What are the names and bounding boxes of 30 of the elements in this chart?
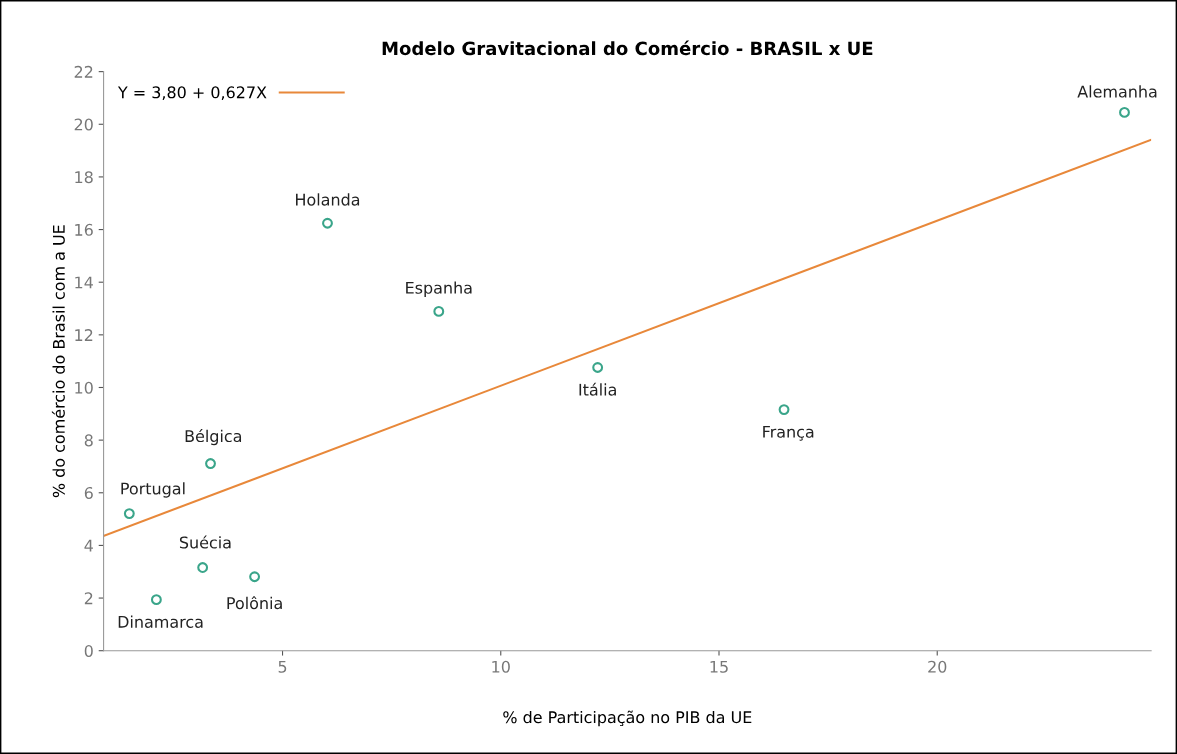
y-tick-label: 2 [84, 592, 93, 605]
y-tick-label: 12 [75, 329, 93, 341]
y-tick-label: 20 [74, 118, 93, 131]
y-tick-label: 6 [84, 486, 93, 500]
chart-title: Modelo Gravitacional do Comércio - BRASIL x UE [382, 40, 873, 56]
y-tick-label: 8 [84, 434, 93, 447]
y-tick-label: 16 [75, 223, 93, 236]
x-tick-label: 20 [928, 660, 947, 673]
y-tick-label: 0 [84, 644, 93, 657]
y-tick-label: 10 [75, 381, 93, 394]
annotation: Itália [579, 382, 616, 396]
y-tick-label: 22 [74, 65, 93, 78]
y-tick-label: 18 [75, 171, 93, 184]
annotation: Holanda [296, 193, 360, 206]
x-tick-label: 10 [492, 660, 510, 673]
x-tick-label: 15 [710, 660, 728, 673]
y-axis-title: % do comércio do Brasil com a UE [51, 225, 65, 498]
annotation: Polônia [227, 596, 282, 610]
annotation: Dinamarca [118, 615, 203, 628]
x-tick-label: 5 [278, 660, 287, 673]
x-axis-title: % de Participação no PIB da UE [503, 710, 752, 727]
legend-label: Y = 3,80 + 0,627X [117, 86, 267, 100]
annotation: Suécia [179, 535, 231, 549]
annotation: Espanha [406, 281, 472, 297]
annotation: Alemanha [1077, 85, 1157, 98]
y-tick-label: 4 [84, 539, 93, 552]
annotation: Bélgica [185, 429, 242, 446]
y-tick-label: 14 [75, 276, 93, 289]
annotation: França [763, 425, 814, 441]
annotation: Portugal [121, 482, 185, 498]
